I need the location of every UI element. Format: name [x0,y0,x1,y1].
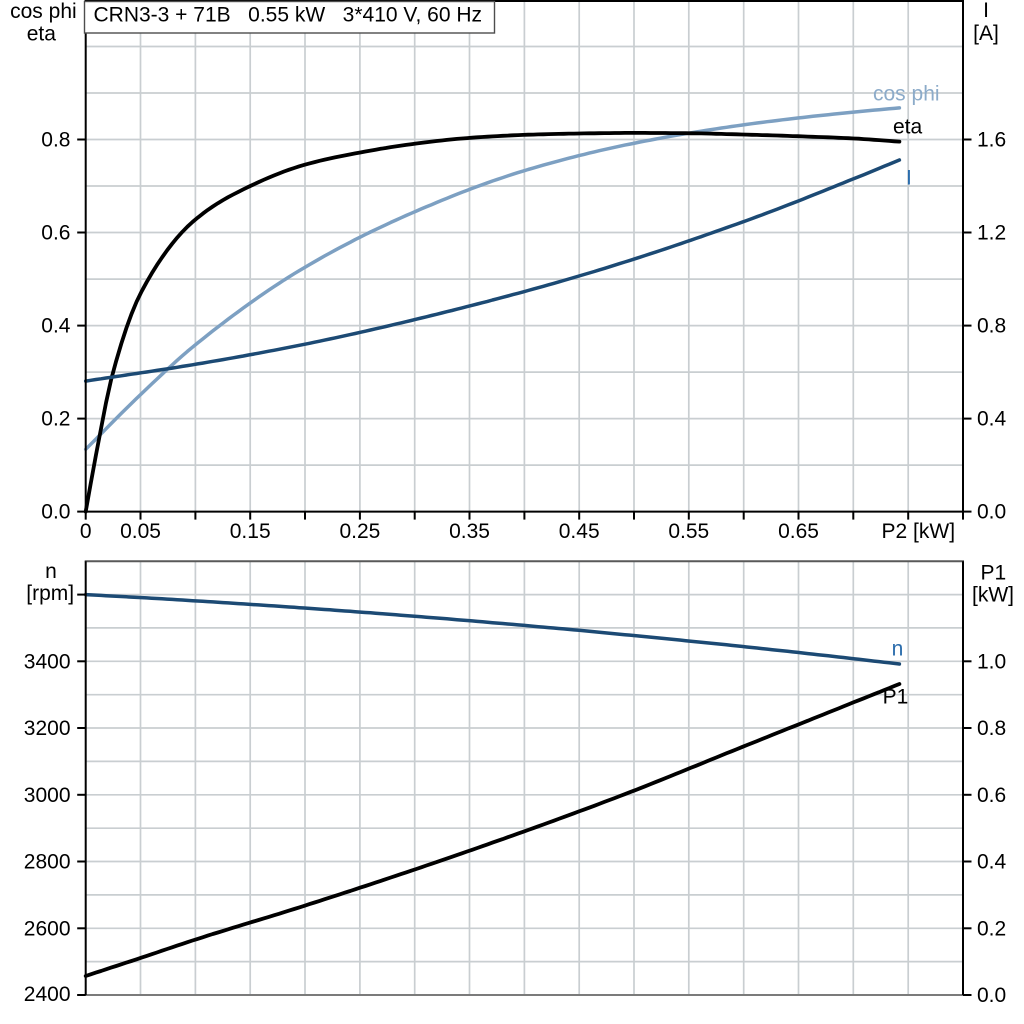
svg-text:0.8: 0.8 [977,315,1006,338]
svg-text:0.2: 0.2 [977,917,1006,940]
svg-text:2400: 2400 [24,983,71,1006]
svg-text:0.55: 0.55 [668,520,709,543]
svg-text:2800: 2800 [24,851,71,874]
svg-text:0.15: 0.15 [230,520,271,543]
svg-text:0.2: 0.2 [41,408,70,431]
svg-text:eta: eta [893,116,923,139]
svg-text:n: n [892,638,904,661]
svg-text:P1: P1 [883,686,909,709]
svg-text:P2 [kW]: P2 [kW] [882,520,956,543]
svg-text:0: 0 [80,520,92,543]
svg-text:I: I [983,0,989,22]
svg-text:3000: 3000 [24,784,71,807]
svg-text:0.4: 0.4 [41,315,71,338]
svg-text:0.45: 0.45 [559,520,600,543]
svg-text:0.4: 0.4 [977,408,1007,431]
svg-text:0.0: 0.0 [41,501,70,524]
svg-text:0.8: 0.8 [41,129,70,152]
svg-text:3200: 3200 [24,717,71,740]
svg-text:0.6: 0.6 [977,784,1006,807]
svg-text:0.4: 0.4 [977,851,1007,874]
svg-text:0.6: 0.6 [41,222,70,245]
svg-text:1.0: 1.0 [977,650,1006,673]
svg-text:P1: P1 [980,562,1006,585]
svg-text:0.05: 0.05 [120,520,161,543]
svg-text:2600: 2600 [24,917,71,940]
svg-text:1.2: 1.2 [977,222,1006,245]
svg-text:3400: 3400 [24,650,71,673]
svg-text:CRN3-3 + 71B 0.55 kW 3*410: CRN3-3 + 71B 0.55 kW 3*410 V, 60 Hz [94,4,483,27]
svg-text:eta: eta [27,23,57,46]
svg-text:0.8: 0.8 [977,717,1006,740]
svg-text:0.35: 0.35 [449,520,490,543]
svg-text:n: n [45,560,57,583]
svg-text:cos phi: cos phi [10,0,77,23]
svg-text:0.25: 0.25 [339,520,380,543]
svg-text:0.0: 0.0 [977,984,1006,1007]
svg-text:0.0: 0.0 [977,501,1006,524]
svg-text:[kW]: [kW] [972,584,1014,607]
svg-text:[rpm]: [rpm] [26,582,74,605]
svg-text:I: I [906,166,912,189]
svg-text:[A]: [A] [973,22,999,45]
svg-text:1.6: 1.6 [977,129,1006,152]
svg-text:0.65: 0.65 [778,520,819,543]
svg-text:cos phi: cos phi [873,83,940,106]
